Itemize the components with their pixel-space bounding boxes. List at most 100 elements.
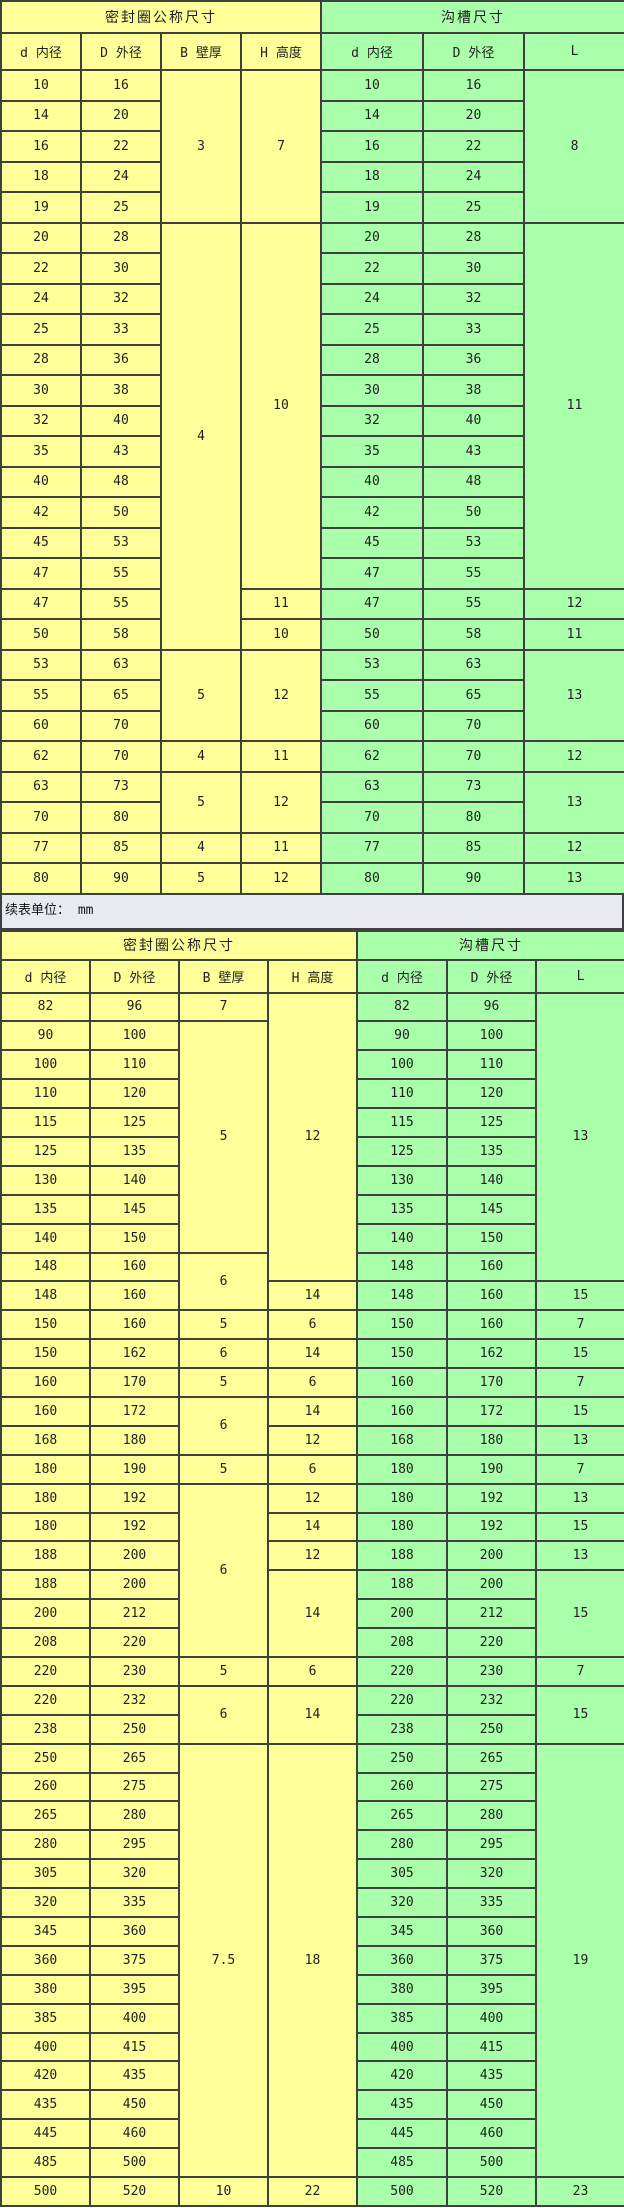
- groove-outer-diameter-value: 500: [446, 2147, 537, 2179]
- groove-inner-diameter-value: 188: [356, 1569, 448, 1601]
- groove-outer-diameter-value: 110: [446, 1049, 537, 1081]
- height-value: 18: [267, 1742, 358, 2179]
- seal-inner-diameter-value: 63: [0, 770, 82, 803]
- seal-inner-diameter-value: 250: [0, 1742, 91, 1774]
- seal-spec-table-1: 密封圈公称尺寸 沟槽尺寸 d 内径 D 外径 B 壁厚 H 高度 d 内径 D …: [0, 0, 624, 895]
- height-value: 12: [240, 648, 322, 742]
- groove-L-value: 15: [535, 1684, 624, 1745]
- seal-outer-diameter-value: 275: [89, 1771, 180, 1803]
- table-row: 188 200 12 188 200 13: [0, 1540, 624, 1572]
- groove-inner-diameter-value: 130: [356, 1164, 448, 1196]
- wall-thickness-value: 4: [160, 221, 242, 651]
- seal-inner-diameter-value: 53: [0, 648, 82, 681]
- seal-outer-diameter-value: 20: [80, 99, 162, 132]
- seal-outer-diameter-value: 80: [80, 801, 162, 834]
- groove-inner-diameter-value: 30: [320, 374, 424, 407]
- seal-outer-diameter-value: 232: [89, 1684, 180, 1716]
- groove-outer-diameter-value: 22: [422, 130, 525, 163]
- groove-outer-diameter-value: 160: [446, 1280, 537, 1312]
- groove-outer-diameter-value: 30: [422, 252, 525, 285]
- groove-inner-diameter-value: 62: [320, 740, 424, 773]
- wall-thickness-value: 5: [178, 1655, 269, 1687]
- groove-inner-diameter-value: 148: [356, 1280, 448, 1312]
- seal-inner-diameter-value: 125: [0, 1135, 91, 1167]
- groove-L-value: 13: [535, 1540, 624, 1572]
- height-value: 14: [267, 1511, 358, 1543]
- groove-inner-diameter-value: 200: [356, 1598, 448, 1630]
- seal-outer-diameter-value: 58: [80, 618, 162, 651]
- table-row: 77 85 4 11 77 85 12: [0, 831, 624, 864]
- groove-inner-diameter-value: 32: [320, 404, 424, 437]
- groove-L-value: 23: [535, 2176, 624, 2207]
- groove-inner-diameter-value: 115: [356, 1107, 448, 1138]
- seal-inner-diameter-value: 40: [0, 465, 82, 498]
- groove-outer-diameter-value: 275: [446, 1771, 537, 1803]
- height-value: 12: [267, 1424, 358, 1456]
- table-row: 140 150 140 150: [0, 1222, 624, 1254]
- seal-inner-diameter-value: 435: [0, 2089, 91, 2121]
- table2-title-row: 密封圈公称尺寸 沟槽尺寸: [0, 929, 624, 961]
- table-row: 45 53 45 53: [0, 526, 624, 559]
- seal-inner-diameter-value: 188: [0, 1540, 91, 1572]
- groove-outer-diameter-value: 360: [446, 1916, 537, 1947]
- table-row: 90 100 5 90 100: [0, 1020, 624, 1254]
- groove-L-value: 12: [523, 740, 624, 773]
- groove-inner-diameter-value: 260: [356, 1771, 448, 1803]
- col-header-seal-outer-diameter: D 外径: [80, 32, 162, 71]
- seal-inner-diameter-value: 22: [0, 252, 82, 285]
- table-row: 345 360 345 360: [0, 1916, 624, 1947]
- groove-outer-diameter-value: 33: [422, 313, 525, 346]
- groove-inner-diameter-value: 320: [356, 1887, 448, 1918]
- seal-outer-diameter-value: 435: [89, 2060, 180, 2092]
- seal-outer-diameter-value: 395: [89, 1973, 180, 2005]
- groove-L-value: 7: [535, 1367, 624, 1398]
- groove-outer-diameter-value: 172: [446, 1395, 537, 1427]
- table1-header-row: d 内径 D 外径 B 壁厚 H 高度 d 内径 D 外径 L: [0, 32, 624, 71]
- seal-inner-diameter-value: 20: [0, 221, 82, 254]
- seal-outer-diameter-value: 190: [89, 1453, 180, 1485]
- height-value: 12: [267, 1482, 358, 1514]
- table-row: 305 320 305 320: [0, 1858, 624, 1890]
- seal-outer-diameter-value: 125: [89, 1107, 180, 1138]
- groove-inner-diameter-value: 47: [320, 557, 424, 590]
- seal-inner-diameter-value: 160: [0, 1367, 91, 1398]
- groove-inner-diameter-value: 150: [356, 1309, 448, 1341]
- seal-inner-diameter-value: 50: [0, 618, 82, 651]
- seal-inner-diameter-value: 70: [0, 801, 82, 834]
- seal-inner-diameter-value: 100: [0, 1049, 91, 1081]
- groove-outer-diameter-value: 200: [446, 1540, 537, 1572]
- seal-outer-diameter-value: 140: [89, 1164, 180, 1196]
- seal-inner-diameter-value: 485: [0, 2147, 91, 2179]
- groove-outer-diameter-value: 232: [446, 1684, 537, 1716]
- groove-outer-diameter-value: 24: [422, 160, 525, 193]
- table-row: 200 212 200 212: [0, 1598, 624, 1630]
- groove-inner-diameter-value: 220: [356, 1684, 448, 1716]
- groove-outer-diameter-value: 65: [422, 679, 525, 712]
- table-row: 50 58 10 50 58 11: [0, 618, 624, 651]
- table-row: 160 172 6 14 160 172 15: [0, 1395, 624, 1456]
- table-row: 20 28 4 10 20 28 11: [0, 221, 624, 651]
- seal-outer-diameter-value: 172: [89, 1395, 180, 1427]
- wall-thickness-value: 6: [178, 1482, 269, 1658]
- height-value: 10: [240, 618, 322, 651]
- groove-outer-diameter-value: 85: [422, 831, 525, 864]
- table-row: 47 55 11 47 55 12: [0, 587, 624, 620]
- seal-inner-diameter-value: 110: [0, 1078, 91, 1110]
- seal-outer-diameter-value: 73: [80, 770, 162, 803]
- table-row: 485 500 485 500: [0, 2147, 624, 2179]
- groove-outer-diameter-value: 48: [422, 465, 525, 498]
- groove-inner-diameter-value: 445: [356, 2118, 448, 2150]
- groove-inner-diameter-value: 42: [320, 496, 424, 529]
- seal-outer-diameter-value: 170: [89, 1367, 180, 1398]
- col-header-groove-inner-diameter: d 内径: [356, 958, 448, 994]
- groove-L-value: 7: [535, 1453, 624, 1485]
- table-row: 220 232 6 14 220 232 15: [0, 1684, 624, 1745]
- seal-outer-diameter-value: 96: [89, 991, 180, 1023]
- wall-thickness-value: 5: [160, 648, 242, 742]
- height-value: 14: [267, 1569, 358, 1658]
- table-row: 188 200 14 188 200 15: [0, 1569, 624, 1658]
- height-value: 12: [240, 862, 322, 895]
- seal-inner-diameter-value: 200: [0, 1598, 91, 1630]
- seal-outer-diameter-value: 212: [89, 1598, 180, 1630]
